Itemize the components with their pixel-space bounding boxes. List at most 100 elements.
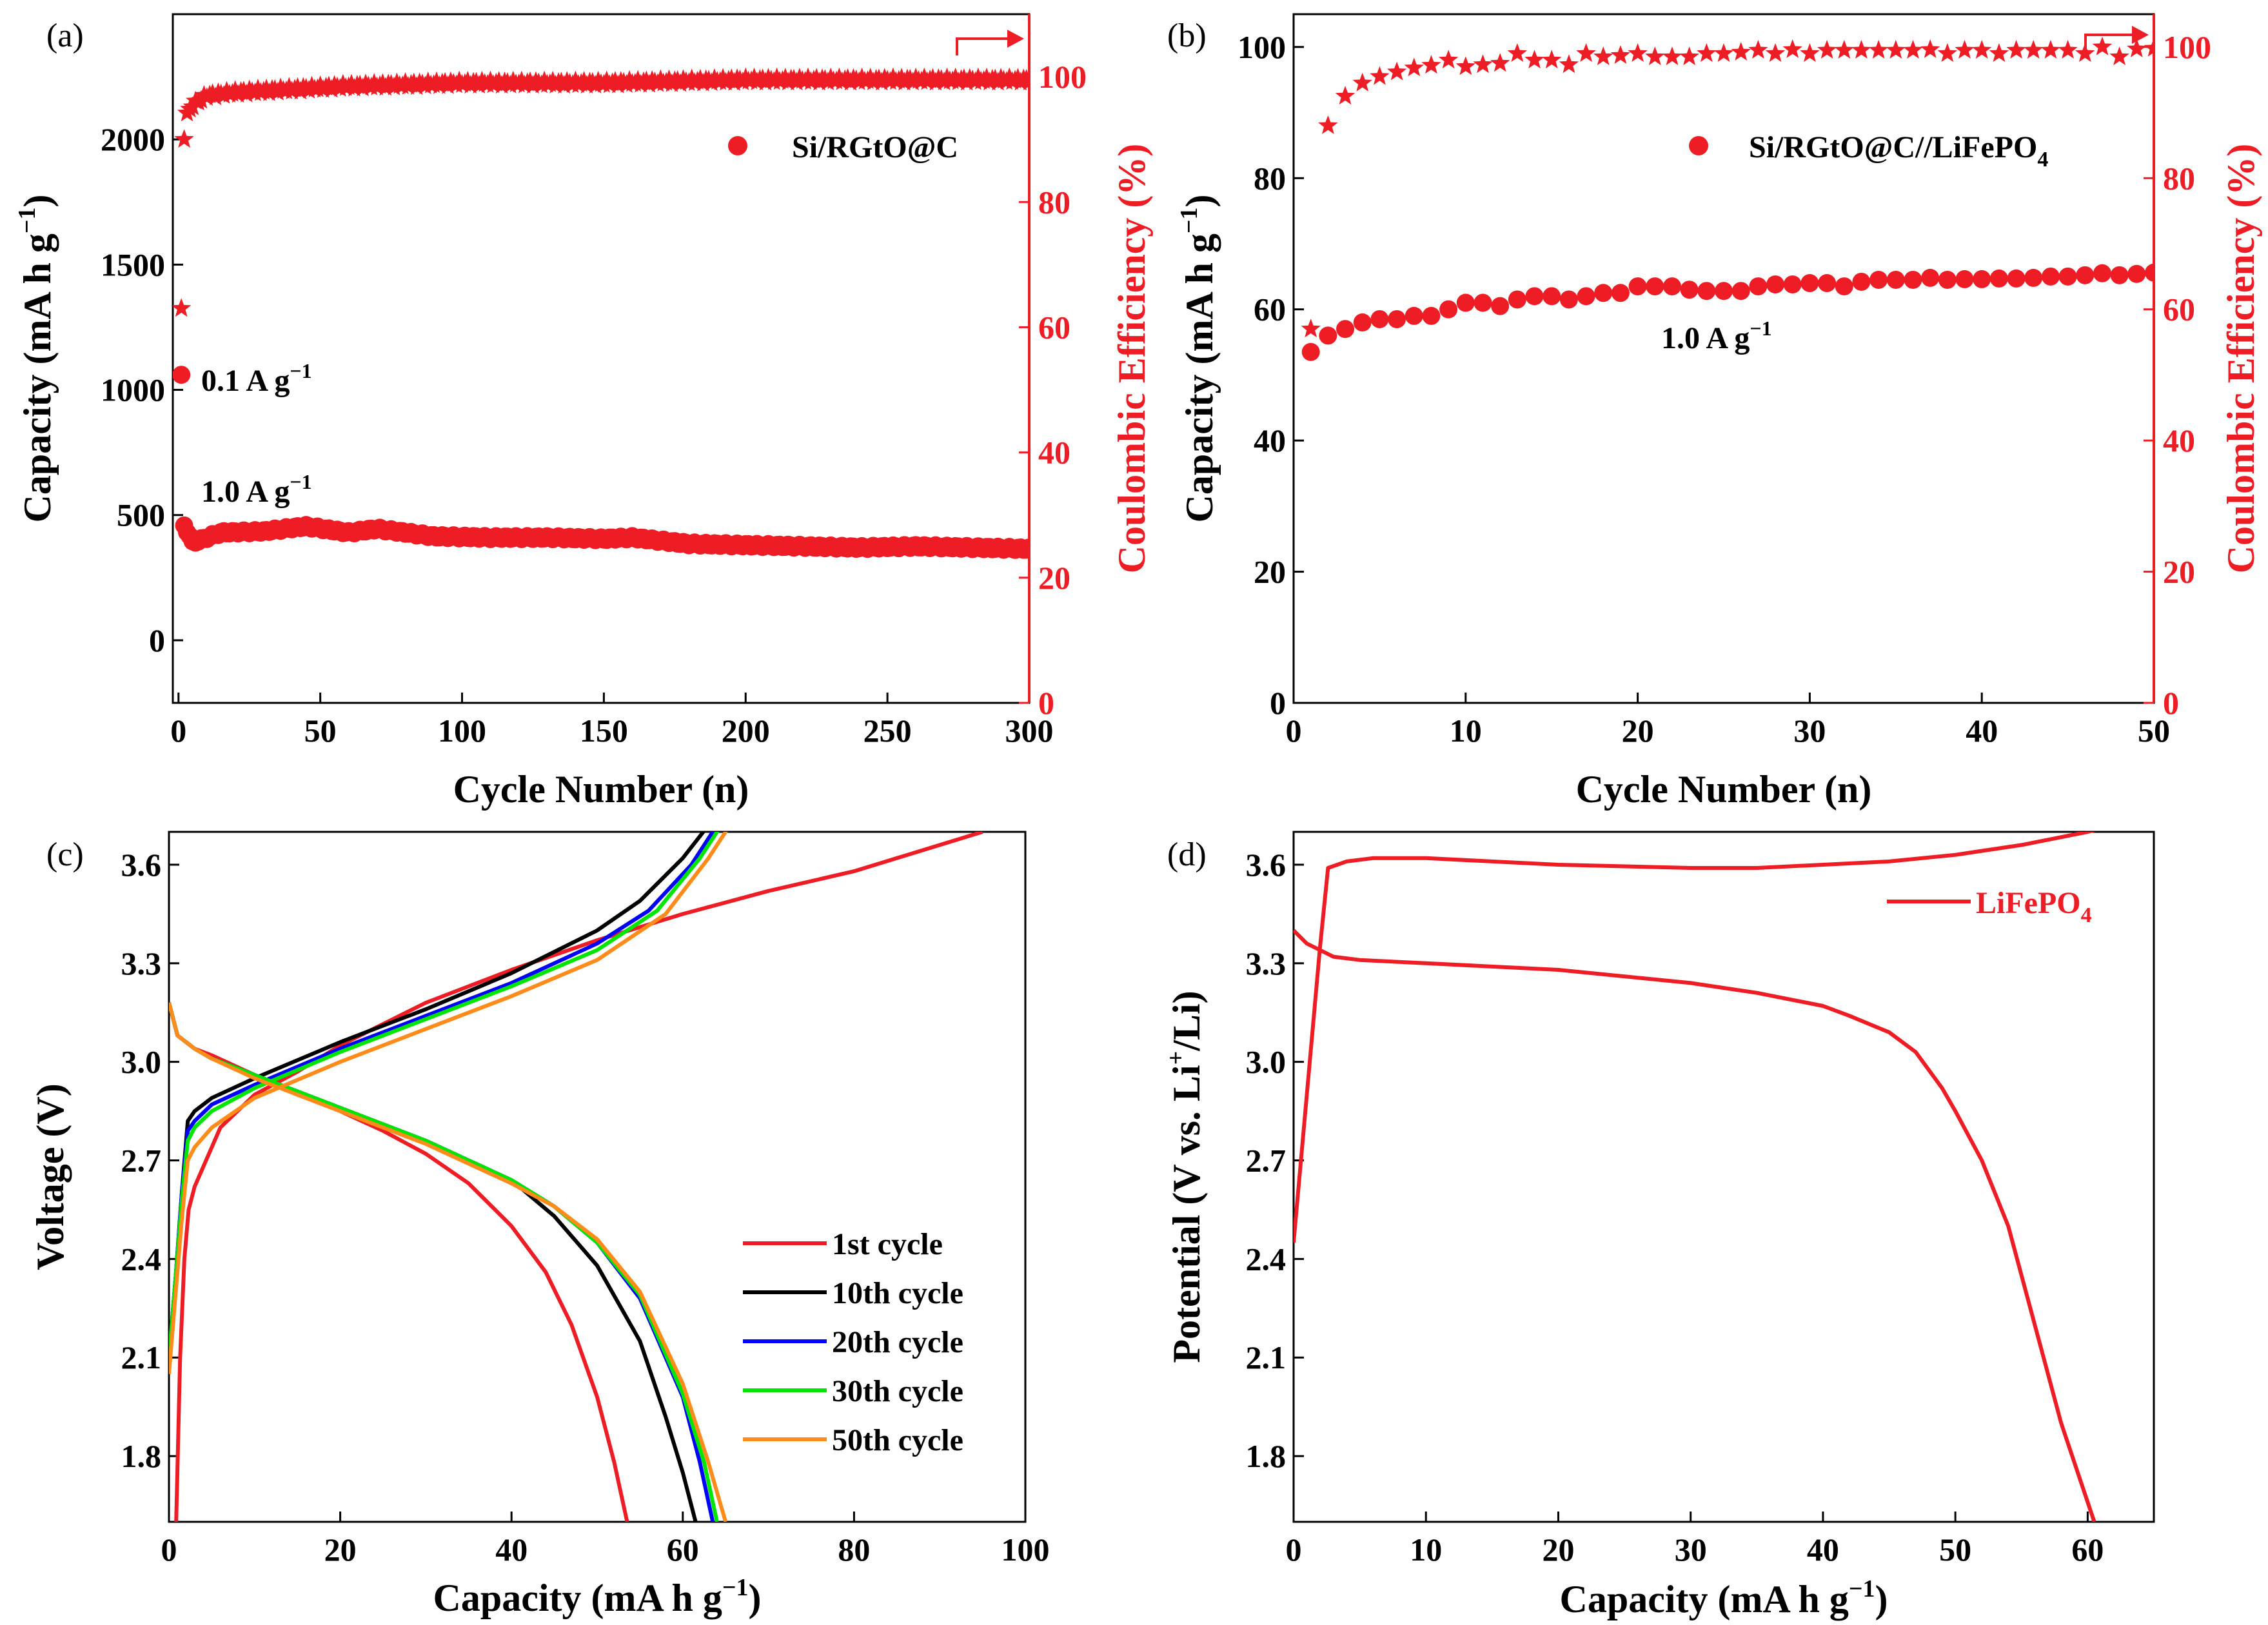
panel-b-annotation-rate: 1.0 A g−1 — [1661, 317, 1772, 355]
panel-a-y2tick-label: 80 — [1038, 184, 1070, 220]
panel-a-xtick-label: 50 — [304, 713, 337, 749]
panel-d-xlabel-end: ) — [1875, 1578, 1888, 1620]
panel-a-capacity-point — [1020, 538, 1029, 557]
panel-b-xtick-label: 0 — [1286, 713, 1302, 749]
panel-c-xtick-label: 0 — [161, 1531, 177, 1568]
panel-b-ce-point — [1955, 39, 1975, 59]
panel-b-capacity-point — [1422, 306, 1441, 325]
panel-d-yticks: 1.8 2.1 2.4 2.7 3.0 3.3 3.6 — [1246, 847, 1304, 1474]
panel-b-capacity-point — [2041, 267, 2060, 286]
panel-a-y2tick-label: 20 — [1038, 560, 1070, 596]
panel-b-ce-point — [1318, 115, 1338, 134]
panel-a-ce-point — [265, 79, 285, 98]
panel-a-ce-point — [174, 129, 194, 148]
panel-d-legend-label: LiFePO4 — [1976, 886, 2092, 927]
panel-b-ce-point — [1490, 53, 1510, 72]
panel-c-50th-cycle-charge-curve — [169, 832, 728, 1374]
panel-d-charge-curve — [1294, 832, 2096, 1243]
panel-b-ce-point — [1507, 43, 1528, 62]
panel-d-xtick-label: 10 — [1410, 1531, 1442, 1568]
panel-c-30th-cycle-charge-curve — [169, 832, 720, 1358]
panel-c-xtick-label: 100 — [1001, 1531, 1050, 1568]
panel-d-xtick-label: 50 — [1939, 1531, 1971, 1568]
panel-b-ce-point — [2024, 39, 2044, 59]
panel-d-xtick-label: 20 — [1542, 1531, 1574, 1568]
panel-a-ytick-label: 2000 — [101, 121, 165, 157]
panel-a-ylabel: Capacity (mA h g−1) — [14, 195, 59, 523]
panel-a-ce-point — [418, 71, 438, 90]
panel-c-legend: 1st cycle 10th cycle 20th cycle 30th cycle 5… — [743, 1227, 963, 1457]
panel-b-ytick-label: 20 — [1254, 554, 1286, 590]
panel-b-ylabel-sup: −1 — [1176, 207, 1203, 233]
panel-b-legend-text: Si/RGtO@C//LiFePO — [1749, 130, 2037, 164]
panel-d-legend-text: LiFePO — [1976, 886, 2081, 920]
panel-a-y2ticks: 0 20 40 60 80 100 — [1019, 14, 1087, 721]
panel-b-ce-point — [1920, 39, 1940, 58]
panel-d-ytick-label: 2.1 — [1246, 1339, 1287, 1375]
panel-c-ytick-label: 3.0 — [121, 1044, 162, 1080]
panel-b-ce-point — [2144, 37, 2154, 57]
panel-c-ytick-label: 3.6 — [121, 847, 162, 883]
panel-a-yticks: 0 500 1000 1500 2000 — [101, 121, 183, 658]
panel-b-ytick-label: 40 — [1254, 422, 1286, 458]
panel-b-capacity-point — [1955, 270, 1974, 288]
panel-c-ytick-label: 3.3 — [121, 945, 162, 981]
panel-b-capacity-point — [1301, 342, 1320, 361]
panel-a-y2tick-label: 0 — [1038, 685, 1054, 721]
panel-c-legend-label: 1st cycle — [832, 1227, 943, 1261]
panel-b-capacity-point — [1611, 284, 1630, 302]
panel-b-capacity-point — [1869, 270, 1888, 289]
panel-b-capacity-point — [2110, 266, 2129, 284]
panel-d-label: (d) — [1167, 836, 1207, 873]
panel-b-capacity-point — [1989, 269, 2008, 288]
panel-a-ylabel-end: ) — [16, 195, 59, 208]
panel-b-ce-point — [1937, 43, 1958, 62]
panel-d-ytick-label: 2.4 — [1246, 1241, 1287, 1277]
panel-b-ce-point — [1628, 43, 1648, 62]
panel-b-y2ticks: 0 20 40 60 80 100 — [2144, 14, 2211, 721]
panel-a-ylabel-main: Capacity (mA h g — [16, 233, 59, 522]
panel-a-ce-point — [588, 70, 608, 90]
panel-b-ce-point — [1800, 43, 1820, 62]
panel-a-capacity-point — [173, 366, 191, 384]
panel-b-capacity-point — [1938, 270, 1957, 289]
panel-a-ce-point — [968, 67, 989, 86]
panel-c-ytick-label: 2.1 — [121, 1339, 162, 1375]
panel-b-ce-point — [1438, 50, 1459, 69]
panel-b-ytick-label: 80 — [1254, 160, 1286, 196]
panel-c: 0 20 40 60 80 100 1.8 2.1 2.4 2.7 3.0 3.3 3.6 (c) C… — [29, 831, 1050, 1619]
panel-b-ce-point — [1559, 54, 1579, 74]
panel-b-ce-point — [2092, 36, 2113, 55]
panel-d-ytick-label: 3.0 — [1246, 1044, 1287, 1080]
panel-b-capacity-point — [1835, 277, 1853, 296]
panel-b-axis-arrowhead — [2132, 26, 2149, 44]
panel-c-legend-label: 30th cycle — [832, 1374, 963, 1408]
panel-b-capacity-point — [1800, 274, 1819, 293]
panel-b-ce-point — [1903, 39, 1923, 59]
panel-b-ce-point — [1679, 46, 1699, 66]
panel-b-ytick-label: 60 — [1254, 291, 1286, 328]
panel-b-capacity-point — [1336, 320, 1355, 339]
panel-b-ytick-label: 100 — [1238, 29, 1286, 65]
panel-b-capacity-point — [1594, 284, 1613, 302]
panel-b-ce-point — [1473, 54, 1493, 74]
panel-b-capacity-point — [1577, 287, 1595, 306]
panel-c-xlabel-sup: −1 — [722, 1574, 749, 1601]
panel-b-capacity-point — [2076, 266, 2095, 284]
panel-b-ce-point — [1834, 39, 1854, 59]
panel-a-ce-point — [852, 67, 872, 86]
panel-b-capacity-point — [1783, 275, 1802, 294]
panel-a-ce-point — [1019, 72, 1029, 90]
panel-a-y2label: Coulombic Efficiency (%) — [1110, 144, 1153, 574]
panel-b-y2label: Coulombic Efficiency (%) — [2220, 144, 2262, 574]
panel-c-xticks: 0 20 40 60 80 100 — [161, 1512, 1050, 1568]
panel-a-legend-marker — [728, 136, 747, 155]
panel-b-xticks: 0 10 20 30 40 50 — [1286, 693, 2170, 749]
panel-b-ce-point — [1593, 46, 1613, 66]
panel-b-ce-point — [1972, 39, 1992, 59]
panel-b-xtick-label: 30 — [1793, 713, 1826, 749]
panel-c-xlabel-main: Capacity (mA h g — [433, 1577, 722, 1619]
panel-a-axis-arrow — [956, 37, 1007, 55]
panel-b-ce-point — [1386, 61, 1407, 81]
panel-a-y2tick-label: 40 — [1038, 435, 1070, 471]
